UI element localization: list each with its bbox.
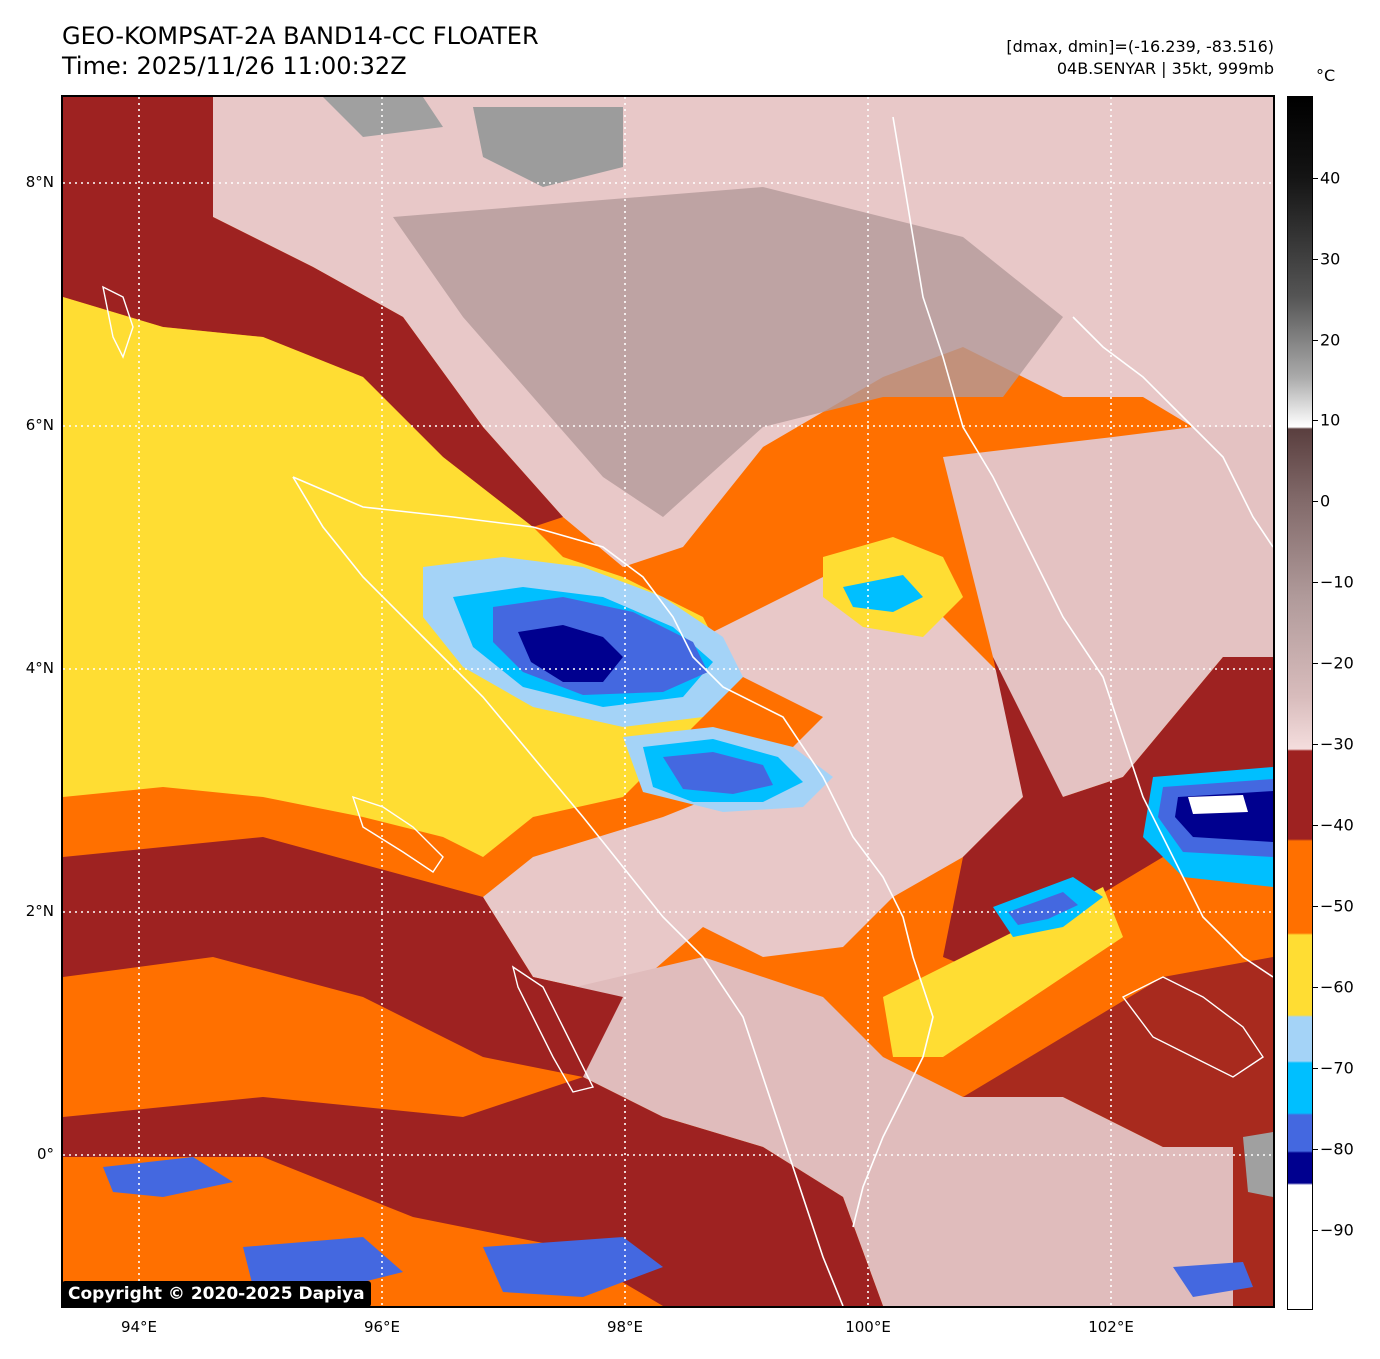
region-darkred-mid (63, 837, 623, 1077)
coastline-riau (1121, 976, 1264, 1078)
region-yellow-band-east (883, 887, 1123, 1057)
region-darkred-north (63, 97, 563, 527)
colorbar-tick (1312, 259, 1318, 260)
region-blob-cyan-north (843, 575, 923, 612)
colorbar-tick (1312, 987, 1318, 988)
copyright-label: Copyright © 2020-2025 Dapiya (62, 1281, 371, 1307)
region-gray-patch-1 (473, 107, 623, 187)
lon-label-102e: 102°E (1088, 1318, 1134, 1336)
satellite-map (61, 95, 1275, 1308)
colorbar-tick (1312, 1149, 1318, 1150)
coastline-malay-peninsula (892, 116, 1273, 978)
colorbar-label-m60: −60 (1320, 977, 1354, 997)
coastline-simeulue (351, 795, 444, 873)
region-ne-white (1188, 795, 1248, 814)
map-canvas (63, 97, 1273, 1306)
region-se-gray (1243, 1132, 1273, 1197)
colorbar-tick (1312, 663, 1318, 664)
colorbar-label-0: 0 (1320, 491, 1331, 511)
region-sw-cold-1 (103, 1157, 233, 1197)
region-pink-east (943, 427, 1273, 797)
colorbar-tick (1312, 744, 1318, 745)
colorbar-label-30: 30 (1320, 249, 1341, 269)
coastline-nias (511, 965, 595, 1093)
colorbar-label-10: 10 (1320, 410, 1341, 430)
colorbar-label-m20: −20 (1320, 653, 1354, 673)
region-pink-south (533, 957, 1233, 1306)
region-se-cold (1173, 1262, 1253, 1297)
gridlines (63, 97, 1273, 1306)
colorbar-tick (1312, 825, 1318, 826)
coastline-sumatra-west (292, 476, 844, 1306)
lon-label-96e: 96°E (363, 1318, 401, 1336)
time-stamp: Time: 2025/11/26 11:00:32Z (62, 52, 407, 80)
colorbar-tick (1312, 420, 1318, 421)
colorbar-tick (1312, 501, 1318, 502)
colorbar-tick (1312, 178, 1318, 179)
region-darkred-south (63, 1077, 883, 1306)
colorbar-tick (1312, 340, 1318, 341)
colorbar-tick (1312, 1068, 1318, 1069)
storm-info: 04B.SENYAR | 35kt, 999mb (1056, 59, 1274, 78)
colorbar-label-20: 20 (1320, 330, 1341, 350)
colorbar-unit: °C (1316, 66, 1336, 85)
chart-title: GEO-KOMPSAT-2A BAND14-CC FLOATER (62, 22, 539, 50)
lat-label-4n: 4°N (25, 659, 54, 677)
colorbar-label-m30: −30 (1320, 734, 1354, 754)
coastline-andaman (102, 285, 134, 359)
lon-label-100e: 100°E (845, 1318, 891, 1336)
region-navy-core (518, 625, 623, 682)
lat-label-2n: 2°N (25, 902, 54, 920)
colorbar-label-m50: −50 (1320, 896, 1354, 916)
colorbar-tick (1312, 1230, 1318, 1231)
colorbar (1287, 96, 1313, 1310)
dmax-dmin-readout: [dmax, dmin]=(-16.239, -83.516) (1006, 37, 1274, 56)
colorbar-tick (1312, 906, 1318, 907)
colorbar-label-m40: −40 (1320, 815, 1354, 835)
colorbar-label-m90: −90 (1320, 1220, 1354, 1240)
region-sw-cold-2 (243, 1237, 403, 1292)
lat-label-0: 0° (36, 1145, 54, 1163)
region-darkred-se (963, 957, 1273, 1306)
colorbar-label-m80: −80 (1320, 1139, 1354, 1159)
region-gray-patch-2 (323, 97, 443, 137)
coastline-thailand-east (1072, 316, 1273, 548)
colorbar-label-40: 40 (1320, 168, 1341, 188)
lon-label-98e: 98°E (606, 1318, 644, 1336)
lat-label-6n: 6°N (25, 416, 54, 434)
region-east-band-blue (1008, 892, 1078, 925)
region-blue-core-2 (663, 752, 773, 794)
region-sw-cold-3 (483, 1237, 663, 1297)
region-mauve-north (393, 187, 1063, 517)
region-yellow-main (63, 297, 723, 857)
lat-label-8n: 8°N (25, 173, 54, 191)
colorbar-label-m10: −10 (1320, 572, 1354, 592)
coastline-sumatra (292, 476, 934, 1228)
colorbar-tick (1312, 582, 1318, 583)
lon-label-94e: 94°E (120, 1318, 158, 1336)
colorbar-label-m70: −70 (1320, 1058, 1354, 1078)
